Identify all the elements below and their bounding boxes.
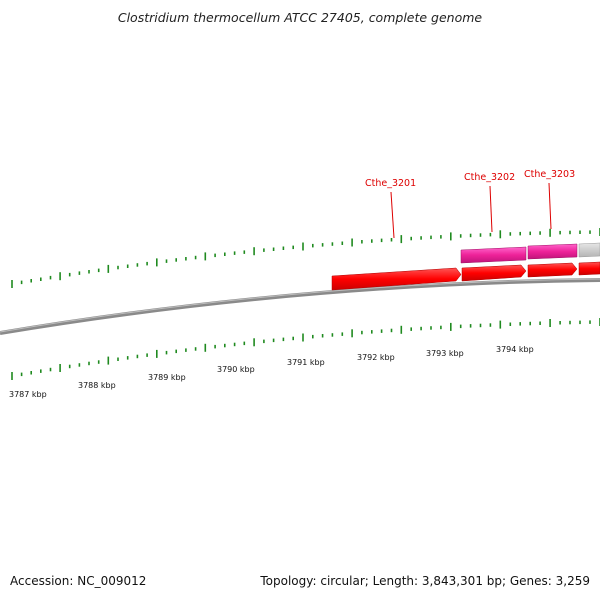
accession-text: Accession: NC_009012 (10, 574, 147, 588)
cds-feature-cthe-3202[interactable] (461, 264, 527, 282)
feature-track-pink-1[interactable] (460, 246, 527, 264)
cds-feature-cthe-3201[interactable] (331, 267, 462, 291)
ruler-label-3787: 3787 kbp (9, 390, 47, 399)
gene-label-cthe-3201[interactable]: Cthe_3201 (365, 178, 416, 189)
gene-label-cthe-3203[interactable]: Cthe_3203 (524, 169, 575, 180)
inner-ruler-ticks (11, 318, 600, 380)
leader-line-cthe-3201 (390, 191, 395, 239)
cds-feature-next[interactable] (578, 261, 600, 276)
ruler-label-3789: 3789 kbp (148, 373, 186, 382)
ruler-label-3793: 3793 kbp (426, 349, 464, 358)
genome-summary-text: Topology: circular; Length: 3,843,301 bp… (260, 574, 590, 588)
ruler-label-3792: 3792 kbp (357, 353, 395, 362)
ruler-label-3790: 3790 kbp (217, 365, 255, 374)
map-title: Clostridium thermocellum ATCC 27405, com… (117, 10, 483, 25)
genome-backbone (0, 278, 600, 335)
leader-line-cthe-3203 (548, 182, 552, 230)
ruler-label-3791: 3791 kbp (287, 358, 325, 367)
gene-label-cthe-3202[interactable]: Cthe_3202 (464, 172, 515, 183)
feature-track-gray[interactable] (578, 242, 600, 258)
ruler-label-3788: 3788 kbp (78, 381, 116, 390)
cds-feature-cthe-3203[interactable] (527, 262, 578, 278)
ruler-label-3794: 3794 kbp (496, 345, 534, 354)
feature-track-pink-2[interactable] (527, 243, 578, 260)
outer-ruler-ticks (11, 228, 600, 288)
genome-backbone-highlight (0, 278, 600, 333)
leader-line-cthe-3202 (489, 185, 493, 233)
